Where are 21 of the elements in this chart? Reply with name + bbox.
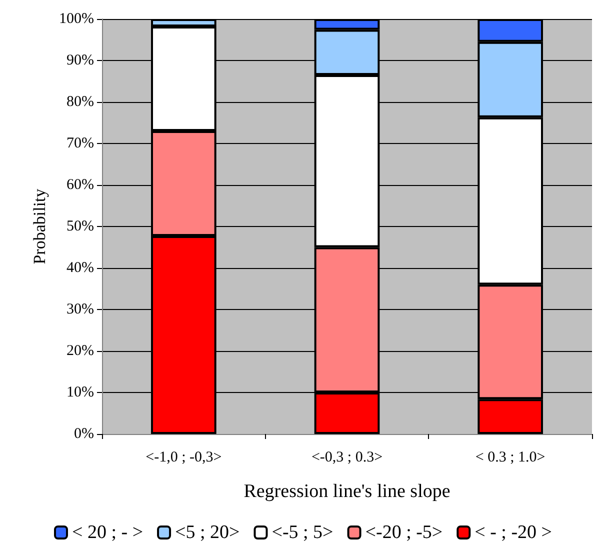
legend-label: <-5 ; 5> [272,522,334,543]
legend-label: < - ; -20 > [474,522,552,543]
y-tick-label: 30% [66,302,94,318]
y-tick-label: 50% [66,218,94,234]
y-tick-label: 60% [66,177,94,193]
y-tick-label: 10% [66,384,94,400]
y-tick-label: 20% [66,343,94,359]
legend-label: < 20 ; - > [72,522,144,543]
y-axis-title: Probability [30,188,50,264]
y-tick-label: 0% [74,426,94,442]
y-tick-label: 80% [66,94,94,110]
x-tick-label: < 0.3 ; 1.0> [475,450,546,466]
legend-label: <-20 ; -5> [365,522,443,543]
y-tick-label: 100% [59,11,94,27]
y-tick-label: 70% [66,136,94,152]
y-tick-label: 90% [66,52,94,68]
x-tick-label: <-0,3 ; 0.3> [311,450,383,466]
x-axis-title: Regression line's line slope [244,481,450,502]
y-tick-label: 40% [66,260,94,276]
x-tick-label: <-1,0 ; -0,3> [146,450,222,466]
legend-label: <5 ; 20> [175,522,240,543]
